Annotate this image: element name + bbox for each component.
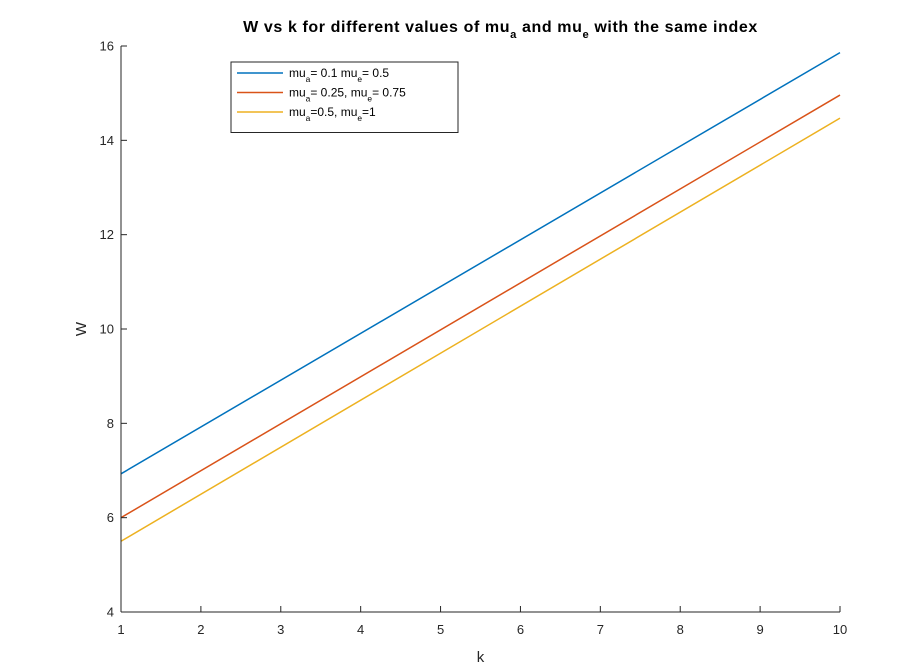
x-tick-label: 1 — [117, 622, 124, 637]
x-tick-label: 4 — [357, 622, 364, 637]
x-tick-label: 9 — [756, 622, 763, 637]
chart-title: W vs k for different values of mua and m… — [243, 19, 758, 41]
y-tick-label: 12 — [100, 227, 114, 242]
y-axis-label: W — [73, 321, 90, 336]
y-tick-label: 16 — [100, 39, 114, 54]
x-axis-label: k — [477, 649, 485, 666]
x-tick-label: 5 — [437, 622, 444, 637]
y-tick-label: 8 — [107, 416, 114, 431]
x-tick-label: 2 — [197, 622, 204, 637]
x-tick-label: 8 — [677, 622, 684, 637]
series-line-3 — [120, 117, 841, 542]
y-tick-label: 4 — [107, 605, 114, 620]
y-tick-label: 14 — [100, 133, 114, 148]
x-tick-label: 6 — [517, 622, 524, 637]
y-tick-label: 6 — [107, 510, 114, 525]
legend-entry-2: mua= 0.25, mue= 0.75 — [289, 86, 406, 104]
legend-entry-1: mua= 0.1 mue= 0.5 — [289, 66, 389, 84]
x-tick-label: 7 — [597, 622, 604, 637]
x-tick-label: 10 — [833, 622, 847, 637]
legend-entry-3: mua=0.5, mue=1 — [289, 105, 376, 123]
y-tick-label: 10 — [100, 322, 114, 337]
legend: mua= 0.1 mue= 0.5 mua= 0.25, mue= 0.75mua… — [230, 61, 459, 133]
x-tick-label: 3 — [277, 622, 284, 637]
series-layer — [120, 51, 841, 542]
series-line-2 — [120, 94, 841, 519]
series-line-1 — [120, 51, 841, 475]
